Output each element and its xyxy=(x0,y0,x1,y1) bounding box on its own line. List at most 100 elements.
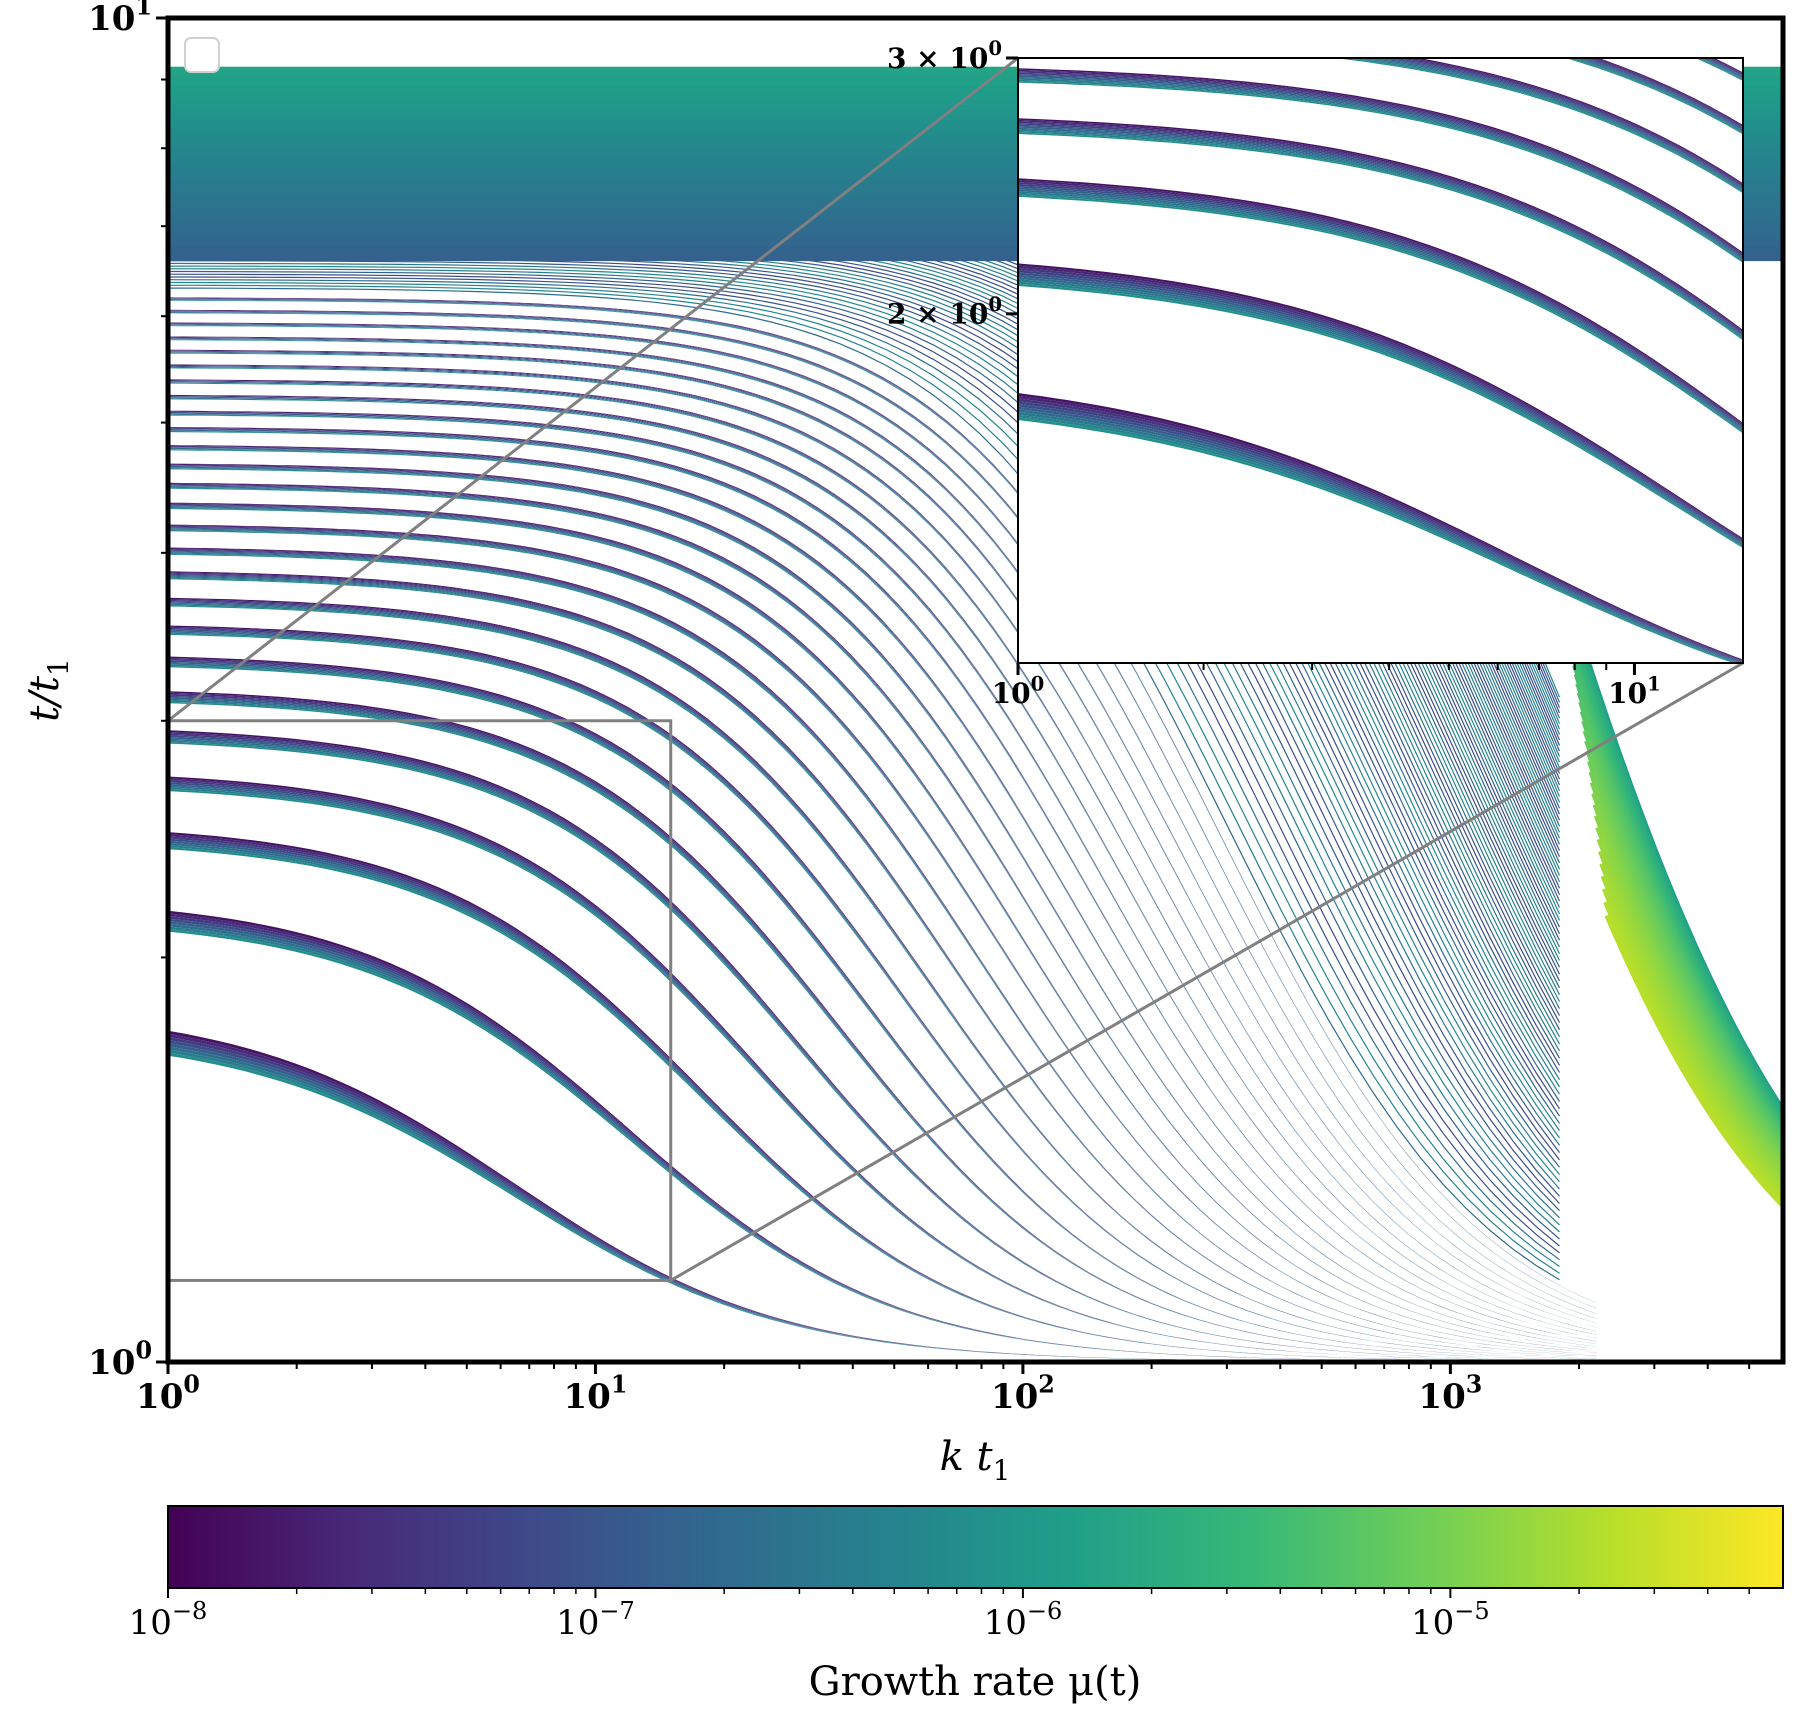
main-top-block-row-3 xyxy=(168,81,1783,87)
main-top-block-row-5 xyxy=(168,90,1783,97)
main-top-block-row-6 xyxy=(168,95,1783,102)
main-top-block-row-39 xyxy=(168,255,1783,262)
main-fan-line-5 xyxy=(168,273,1560,1247)
main-x-tick-label-0: 100 xyxy=(136,1371,200,1417)
inset-plot-background xyxy=(1018,58,1743,663)
main-top-block-row-30 xyxy=(168,212,1783,218)
colorbar-ticks: 10−8 10−7 10−6 10−5 xyxy=(129,1588,1750,1643)
main-top-block-row-1 xyxy=(168,71,1783,77)
main-top-block-row-13 xyxy=(168,129,1783,136)
main-top-block-row-34 xyxy=(168,231,1783,237)
main-top-block-row-33 xyxy=(168,226,1783,232)
main-top-block-row-10 xyxy=(168,115,1783,121)
colorbar-tick-label-3: 10−5 xyxy=(1411,1597,1490,1643)
main-y-tick-label-1: 101 xyxy=(88,0,152,39)
main-top-block-row-26 xyxy=(168,192,1783,199)
main-x-tick-label-exponent-1: 1 xyxy=(611,1371,628,1399)
y-axis-title: t/t1 xyxy=(22,658,75,721)
colorbar-gradient xyxy=(167,1505,1784,1589)
axis-titles: k t1 t/t1 xyxy=(22,658,1010,1487)
colorbar: 10−8 10−7 10−6 10−5 Growth rate μ(t) xyxy=(129,1505,1784,1705)
main-top-block-row-2 xyxy=(168,76,1783,82)
main-fan-line-8 xyxy=(168,265,1560,1226)
main-top-block-row-25 xyxy=(168,187,1783,194)
inset-y-tick-label-0: 3 × 100 xyxy=(887,37,1002,75)
y-axis-title-subscript: 1 xyxy=(42,658,75,676)
main-fan-line-4 xyxy=(168,276,1560,1254)
main-top-block-row-12 xyxy=(168,124,1783,131)
main-top-block-row-35 xyxy=(168,236,1783,242)
main-fan-line-3 xyxy=(168,279,1560,1261)
main-fan-line-6 xyxy=(168,270,1560,1240)
main-top-block-row-19 xyxy=(168,158,1783,165)
colorbar-tick-label-exponent-3: −5 xyxy=(1454,1597,1489,1625)
inset-y-tick-label-exponent-1: 0 xyxy=(988,293,1002,316)
inset-x-tick-label-0: 100 xyxy=(992,672,1045,710)
main-top-block-row-32 xyxy=(168,221,1783,228)
inset-x-tick-label-exponent-0: 0 xyxy=(1031,672,1045,695)
colorbar-tick-label-0: 10−8 xyxy=(129,1597,208,1643)
main-top-block-row-22 xyxy=(168,173,1783,179)
main-top-block-row-11 xyxy=(168,120,1783,126)
main-top-block-row-29 xyxy=(168,207,1783,213)
x-axis-title: k t1 xyxy=(940,1434,1011,1487)
main-top-block-row-8 xyxy=(168,105,1783,111)
inset-x-tick-label-exponent-1: 1 xyxy=(1647,672,1661,695)
colorbar-tick-label-exponent-0: −8 xyxy=(172,1597,207,1625)
main-top-block-row-20 xyxy=(168,163,1783,169)
main-plot-frame xyxy=(165,15,1786,1365)
colorbar-title: Growth rate μ(t) xyxy=(809,1659,1142,1705)
main-x-tick-label-exponent-0: 0 xyxy=(183,1371,200,1399)
main-fan-line-2 xyxy=(168,281,1560,1267)
main-y-tick-label-exponent-0: 0 xyxy=(135,1337,152,1365)
main-fan-line-10 xyxy=(168,260,1560,1212)
main-fan-line-9 xyxy=(168,262,1560,1219)
main-x-tick-label-3: 103 xyxy=(1418,1371,1482,1417)
main-top-block-row-16 xyxy=(168,144,1783,150)
main-top-block-row-36 xyxy=(168,241,1783,247)
colorbar-tick-label-exponent-1: −7 xyxy=(599,1597,634,1625)
main-x-tick-label-2: 102 xyxy=(991,1371,1055,1417)
x-axis-title-subscript: 1 xyxy=(993,1454,1011,1487)
main-top-block-row-27 xyxy=(168,197,1783,203)
colorbar-tick-label-2: 10−6 xyxy=(984,1597,1063,1643)
main-fan-line-1 xyxy=(168,284,1560,1274)
main-top-block-row-24 xyxy=(168,183,1783,189)
zoom-connector-bottom xyxy=(669,661,1744,1282)
main-x-tick-label-1: 101 xyxy=(564,1371,628,1417)
main-fan-line-7 xyxy=(168,268,1560,1233)
main-top-block-row-28 xyxy=(168,202,1783,208)
main-right-line-36 xyxy=(1600,874,1783,1194)
main-top-block-row-18 xyxy=(168,153,1783,160)
colorbar-tick-label-exponent-2: −6 xyxy=(1027,1597,1062,1625)
zoom-connector-top xyxy=(167,56,1019,722)
main-y-tick-label-0: 100 xyxy=(88,1337,152,1383)
main-top-block-row-14 xyxy=(168,134,1783,140)
main-top-block-row-4 xyxy=(168,86,1783,92)
inset-y-tick-label-exponent-0: 0 xyxy=(988,37,1002,60)
colorbar-tick-label-1: 10−7 xyxy=(556,1597,635,1643)
main-top-block-row-23 xyxy=(168,178,1783,184)
main-top-block-row-31 xyxy=(168,216,1783,223)
main-top-block-row-21 xyxy=(168,168,1783,174)
main-y-tick-label-exponent-1: 1 xyxy=(135,0,152,21)
main-fan-line-0 xyxy=(168,287,1560,1281)
main-top-block-row-7 xyxy=(168,100,1783,106)
inset-y-tick-label-1: 2 × 100 xyxy=(887,293,1002,331)
main-top-block-row-9 xyxy=(168,110,1783,116)
inset-plot-frame xyxy=(1017,57,1744,664)
main-right-line-37 xyxy=(1601,887,1783,1198)
main-top-block-row-37 xyxy=(168,246,1783,252)
main-right-line-38 xyxy=(1603,900,1783,1203)
main-top-block-row-15 xyxy=(168,139,1783,145)
main-x-tick-label-exponent-3: 3 xyxy=(1466,1371,1483,1399)
main-x-tick-label-exponent-2: 2 xyxy=(1038,1371,1055,1399)
main-right-line-39 xyxy=(1604,914,1783,1208)
main-data-layer xyxy=(168,66,1783,1362)
main-top-block-row-17 xyxy=(168,149,1783,155)
legend-box xyxy=(184,37,220,73)
main-top-block-row-38 xyxy=(168,250,1783,257)
